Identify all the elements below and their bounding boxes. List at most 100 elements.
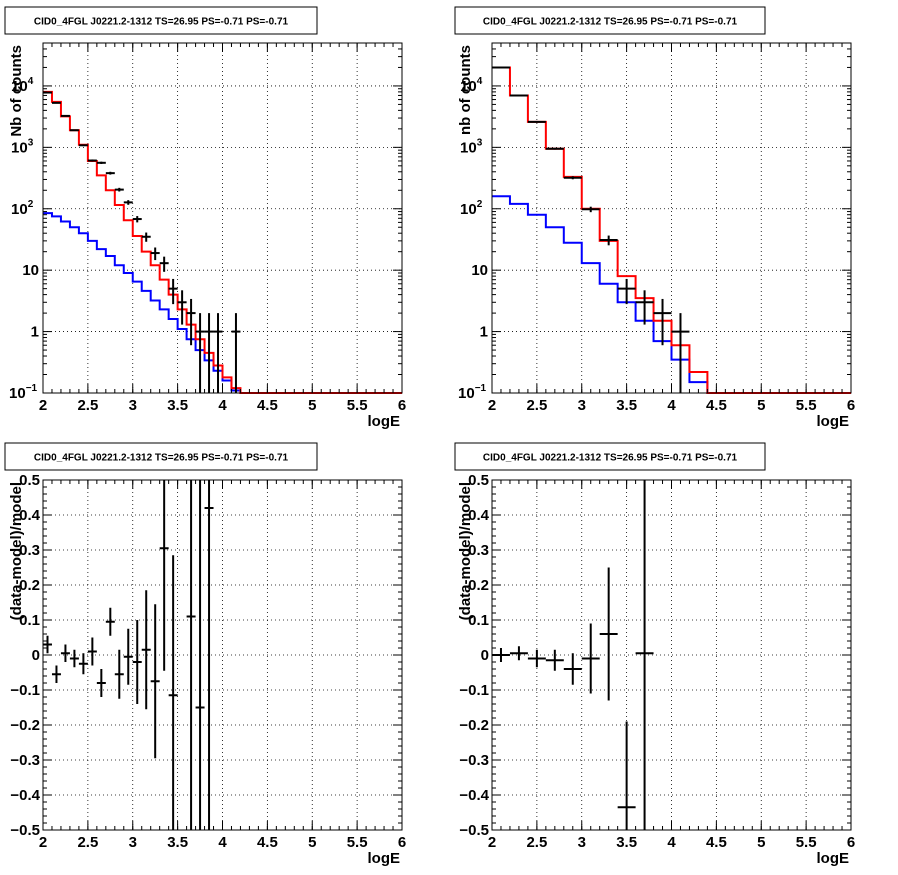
y-tick-label: 0.2 [468,577,489,594]
x-tick-label: 2 [488,397,496,414]
y-tick-label: −0.5 [459,822,489,839]
y-tick-label: −0.4 [459,787,489,804]
data-point [159,256,169,272]
x-tick-label: 3 [129,397,137,414]
y-tick-label: 0.3 [19,542,40,559]
title-box [4,6,318,35]
data-point [69,649,79,668]
data-point [60,114,70,117]
x-tick-label: 6 [398,397,406,414]
y-tick-label: 102 [11,199,34,218]
data-point [132,620,142,704]
x-tick-label: 3 [578,834,586,851]
data-point [653,298,672,346]
y-tick-label: 0.2 [19,577,40,594]
x-tick-label: 5.5 [347,834,368,851]
data-point [195,313,205,393]
chart-panel-1: CID0_4FGL J0221.2-1312 TS=26.95 PS=-0.71… [4,6,406,430]
chart-title: CID0_4FGL J0221.2-1312 TS=26.95 PS=-0.71… [483,17,738,28]
data-point [186,480,196,830]
data-point [132,216,142,223]
x-tick-label: 4.5 [257,397,278,414]
data-point [563,653,582,685]
x-tick-label: 4.5 [706,397,727,414]
y-tick-label: 10 [22,262,39,279]
x-tick-label: 2 [39,397,47,414]
histogram-series-2 [492,66,851,394]
x-axis-label: logE [817,413,850,430]
x-tick-label: 3.5 [616,834,637,851]
data-point [671,313,690,393]
x-tick-label: 5.5 [347,397,368,414]
data-point [563,176,582,180]
y-tick-label: −0.2 [459,717,489,734]
data-point [141,232,151,242]
y-axis-label: nb of counts [457,45,474,135]
data-point [204,313,214,393]
data-point [635,480,654,830]
x-tick-label: 3.5 [167,834,188,851]
x-axis-label: logE [368,413,401,430]
data-point [87,637,97,666]
data-point [123,628,133,685]
data-point [78,653,88,675]
data-point [509,94,528,97]
y-tick-label: 0.3 [468,542,489,559]
x-tick-label: 3 [129,834,137,851]
data-point [105,171,115,175]
x-tick-label: 4.5 [706,834,727,851]
data-point [150,247,160,261]
chart-panel-2: CID0_4FGL J0221.2-1312 TS=26.95 PS=-0.71… [454,6,855,430]
data-point [231,313,241,393]
chart-panel-4: CID0_4FGL J0221.2-1312 TS=26.95 PS=-0.71… [454,442,855,867]
data-point [204,480,214,830]
data-point [78,144,88,147]
y-tick-label: 0.5 [19,472,40,489]
y-tick-label: 103 [460,137,483,156]
chart-title: CID0_4FGL J0221.2-1312 TS=26.95 PS=-0.71… [34,17,289,28]
data-point [635,290,654,325]
y-tick-label: 0.5 [468,472,489,489]
x-axis-label: logE [817,850,850,867]
data-point [168,278,178,305]
data-point [96,669,106,697]
chart-title: CID0_4FGL J0221.2-1312 TS=26.95 PS=-0.71… [483,453,738,464]
data-point [527,649,546,668]
y-tick-label: −0.3 [10,752,40,769]
y-tick-label: 104 [11,76,34,95]
y-axis-label: Nb of counts [8,45,25,137]
x-tick-label: 3 [578,397,586,414]
x-tick-label: 3.5 [616,397,637,414]
data-point [43,635,52,654]
x-axis-label: logE [368,850,401,867]
data-point [617,278,636,305]
data-point [114,649,124,699]
data-point [617,721,636,830]
x-tick-label: 2.5 [526,834,547,851]
y-tick-label: 10−1 [9,383,38,402]
data-point [60,644,70,662]
y-tick-label: 0.4 [19,507,41,524]
data-point [123,200,133,205]
y-tick-label: −0.4 [10,787,40,804]
data-point [51,665,61,683]
y-tick-label: 0.4 [468,507,490,524]
y-axis-label: (data-model)/model [8,482,25,620]
x-tick-label: 2.5 [526,397,547,414]
data-point [213,313,223,393]
x-tick-label: 4 [218,397,227,414]
y-tick-label: 0 [32,647,40,664]
data-point [114,187,124,192]
chart-title: CID0_4FGL J0221.2-1312 TS=26.95 PS=-0.71… [34,453,289,464]
y-tick-label: 102 [460,199,483,218]
data-point [51,101,61,104]
data-point [527,120,546,123]
y-tick-label: 10 [471,262,488,279]
data-point [195,480,205,830]
data-point [87,159,97,162]
data-point [168,555,178,830]
data-point [545,147,564,150]
y-tick-label: −0.1 [10,682,40,699]
y-tick-label: 10−1 [458,383,487,402]
